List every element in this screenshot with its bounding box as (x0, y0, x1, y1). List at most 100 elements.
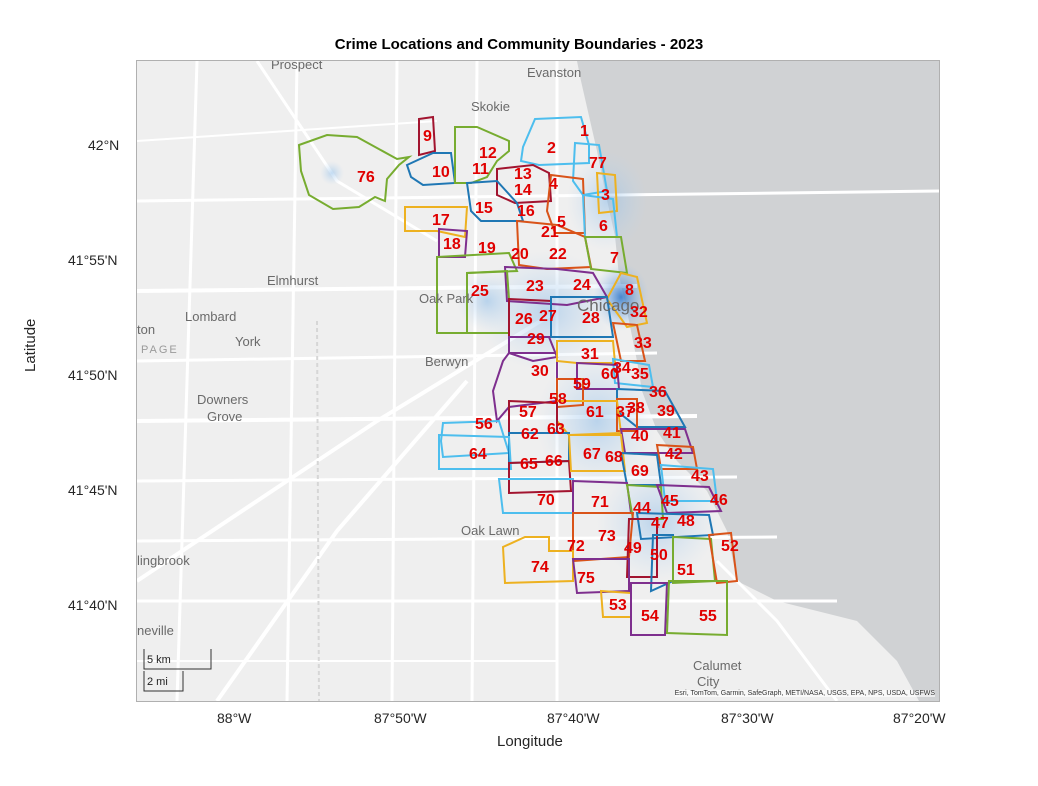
boundary-12 (454, 126, 510, 184)
boundary-42 (655, 443, 699, 470)
community-label-1: 1 (580, 123, 589, 140)
community-label-70: 70 (537, 492, 555, 509)
place-neville: neville (137, 623, 174, 638)
boundary-34-35 (611, 357, 655, 389)
boundary-52 (707, 531, 739, 585)
place-chicago: Chicago (577, 296, 639, 315)
community-label-29: 29 (527, 331, 545, 348)
community-label-20: 20 (511, 246, 529, 263)
community-label-75: 75 (577, 570, 595, 587)
boundary-65-66 (508, 459, 573, 495)
lake-michigan (577, 61, 939, 701)
place-lombard: Lombard (185, 309, 236, 324)
community-label-39: 39 (657, 403, 675, 420)
community-label-63: 63 (547, 421, 565, 438)
community-label-74: 74 (531, 559, 549, 576)
community-label-16: 16 (517, 203, 535, 220)
community-label-8: 8 (625, 282, 634, 299)
community-label-24: 24 (573, 277, 591, 294)
community-label-18: 18 (443, 236, 461, 253)
boundary-13-14 (496, 163, 553, 205)
community-label-69: 69 (631, 463, 649, 480)
community-label-68: 68 (605, 449, 623, 466)
community-label-54: 54 (641, 608, 659, 625)
boundary-77 (571, 141, 609, 197)
community-label-71: 71 (591, 494, 609, 511)
boundary-59 (556, 378, 584, 409)
community-label-22: 22 (549, 246, 567, 263)
community-label-7: 7 (610, 250, 619, 267)
community-label-55: 55 (699, 608, 717, 625)
community-label-3: 3 (601, 187, 610, 204)
community-label-4: 4 (549, 176, 558, 193)
boundary-49 (625, 518, 658, 578)
boundary-4-5 (545, 173, 587, 234)
community-label-14: 14 (514, 182, 532, 199)
x-tick-88w: 88°W (217, 710, 252, 726)
community-label-51: 51 (677, 562, 695, 579)
community-label-11: 11 (472, 161, 489, 178)
boundary-17 (404, 206, 469, 239)
x-axis-label: Longitude (497, 733, 563, 750)
y-tick-41-40n: 41°40'N (68, 597, 118, 613)
x-tick-87-20w: 87°20'W (893, 710, 946, 726)
community-label-53: 53 (609, 597, 627, 614)
community-boundaries (297, 115, 739, 637)
community-label-66: 66 (545, 453, 563, 470)
place-skokie: Skokie (471, 99, 510, 114)
community-label-37: 37 (616, 404, 634, 421)
boundary-29 (508, 336, 559, 363)
x-tick-87-50w: 87°50'W (374, 710, 427, 726)
community-label-13: 13 (514, 166, 532, 183)
boundary-44 (625, 483, 665, 520)
community-label-25: 25 (471, 283, 489, 300)
community-label-45: 45 (661, 493, 679, 510)
community-label-30: 30 (531, 363, 549, 380)
place-downers: Downers (197, 392, 249, 407)
y-axis-label: Latitude (22, 318, 39, 372)
community-label-32: 32 (630, 304, 648, 321)
community-label-76: 76 (357, 169, 375, 186)
community-label-17: 17 (432, 212, 450, 229)
community-label-58: 58 (549, 391, 567, 408)
community-label-61: 61 (586, 404, 604, 421)
boundary-7 (583, 236, 629, 275)
boundary-9 (418, 115, 437, 157)
community-label-56: 56 (475, 416, 493, 433)
boundary-40-41 (619, 428, 695, 454)
community-label-23: 23 (526, 278, 544, 295)
place-ton: ton (137, 322, 155, 337)
community-label-26: 26 (515, 311, 533, 328)
community-label-64: 64 (469, 446, 487, 463)
boundary-76 (297, 133, 413, 211)
place-grove: Grove (207, 409, 242, 424)
boundary-72-73 (572, 512, 635, 563)
map-attribution: Esri, TomTom, Garmin, SafeGraph, METI/NA… (674, 690, 935, 697)
community-label-2: 2 (547, 140, 556, 157)
place-lingbrook: lingbrook (137, 553, 190, 568)
place-york: York (235, 334, 261, 349)
place-oaklawn: Oak Lawn (461, 523, 520, 538)
community-label-33: 33 (634, 335, 652, 352)
boundary-56 (439, 419, 511, 459)
community-label-10: 10 (432, 164, 450, 181)
map-frame[interactable]: Prospect Evanston Skokie Elmhurst Oak Pa… (136, 60, 940, 702)
boundary-64 (438, 433, 513, 470)
scale-mi: 2 mi (147, 676, 168, 688)
community-label-52: 52 (721, 538, 739, 555)
community-label-59: 59 (573, 376, 591, 393)
boundary-1-2 (519, 115, 590, 167)
boundary-33 (611, 321, 647, 362)
boundary-28 (550, 296, 615, 338)
boundary-54 (630, 582, 669, 636)
community-label-15: 15 (475, 200, 493, 217)
community-label-50: 50 (650, 547, 668, 564)
community-label-46: 46 (710, 492, 728, 509)
y-tick-41-55n: 41°55'N (68, 252, 118, 268)
place-city: City (697, 674, 720, 689)
community-label-57: 57 (519, 404, 537, 421)
x-tick-87-40w: 87°40'W (547, 710, 600, 726)
community-label-21: 21 (541, 224, 559, 241)
place-prospect: Prospect (271, 61, 323, 72)
y-tick-41-45n: 41°45'N (68, 482, 118, 498)
